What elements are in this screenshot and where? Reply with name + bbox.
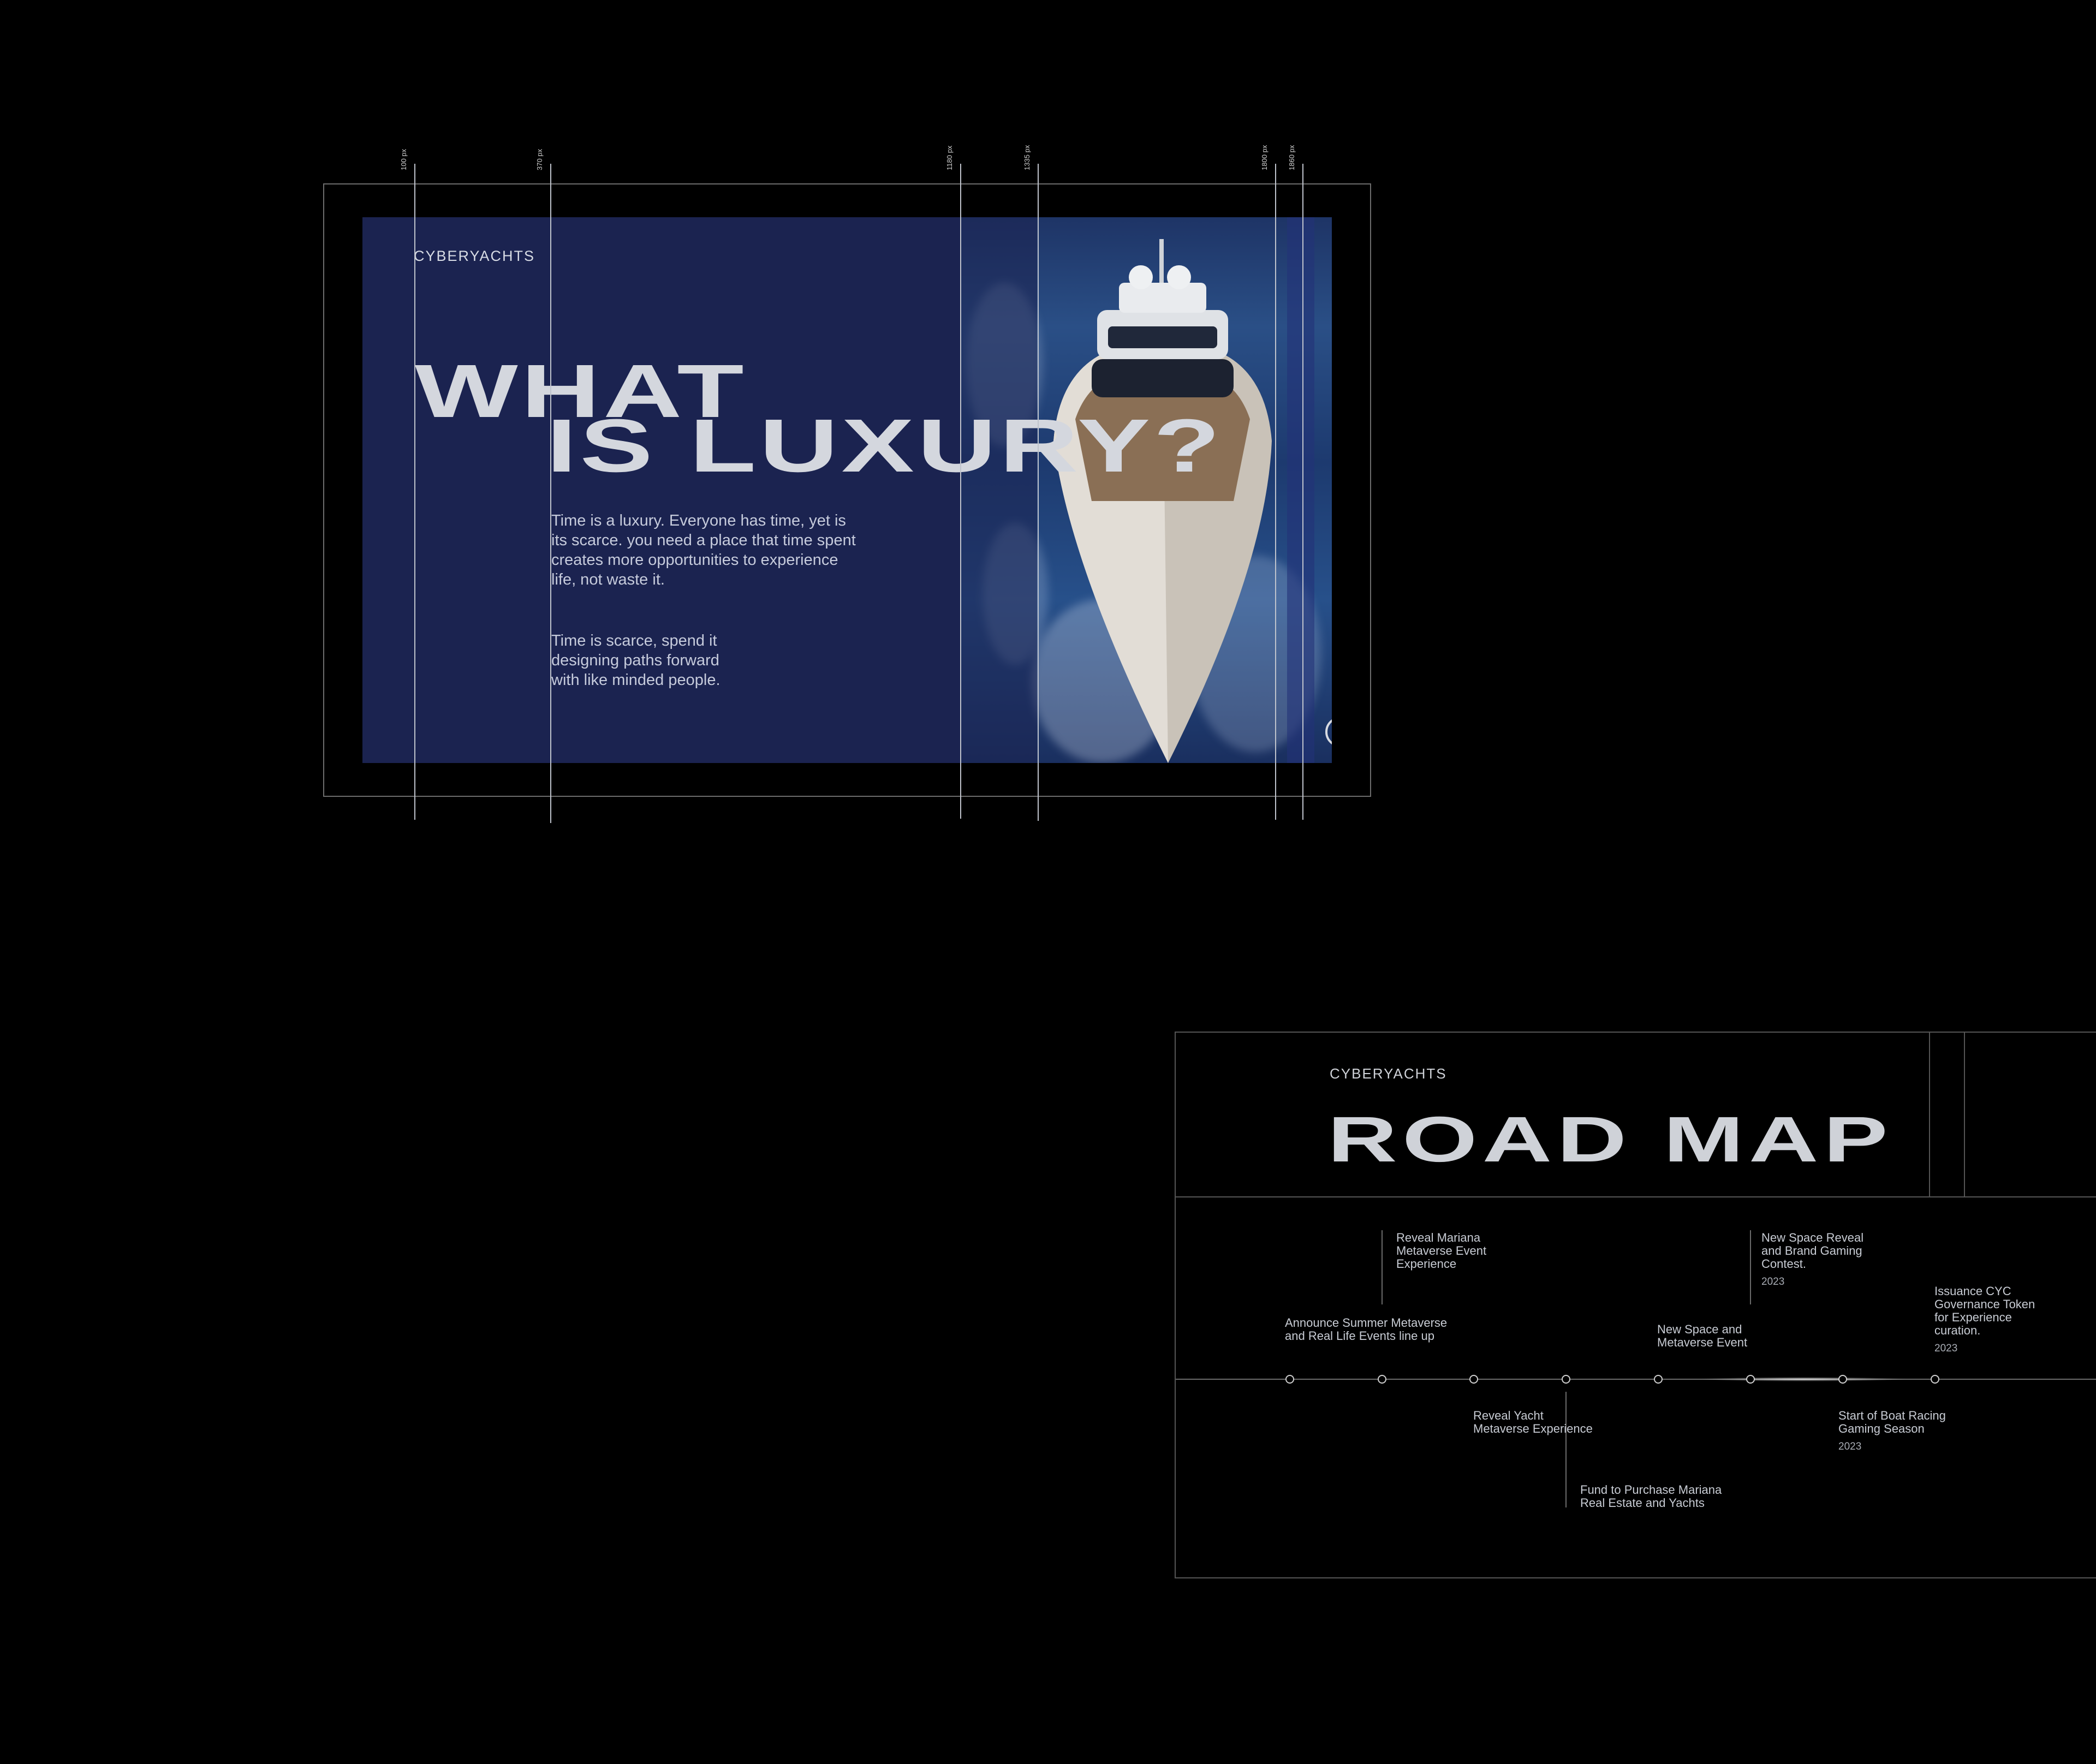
headline-what: WHAT <box>415 349 747 433</box>
guide-line-1860 <box>1302 164 1303 820</box>
timeline-dot-8 <box>1931 1375 1939 1384</box>
guide-label-370: 370 px <box>535 148 544 170</box>
guide-label-1800: 1800 px <box>1260 145 1269 170</box>
body-paragraph-1: Time is a luxury. Everyone has time, yet… <box>551 512 856 588</box>
guide-line-100 <box>414 164 415 820</box>
timeline-dot-3 <box>1469 1375 1478 1384</box>
milestone-8-year: 2023 <box>1934 1343 1958 1354</box>
luxury-slide: CYBERYACHTS WHAT IS LUXURY? Time is a lu… <box>362 217 1332 763</box>
body-paragraph-2: Time is scarce, spend it designing paths… <box>551 632 720 689</box>
milestone-6-year: 2023 <box>1761 1276 1785 1288</box>
guide-label-1335: 1335 px <box>1023 145 1031 170</box>
header-rule-left <box>1929 1033 1930 1196</box>
roadmap-slide: CYBERYACHTS ROAD MAP Announce Summer Met… <box>1175 1032 2096 1578</box>
milestone-6: New Space Reveal and Brand Gaming Contes… <box>1761 1231 1864 1271</box>
timeline-dot-6 <box>1746 1375 1755 1384</box>
milestone-8: Issuance CYC Governance Token for Experi… <box>1934 1284 2035 1337</box>
guide-line-1180 <box>960 164 961 819</box>
header-rule-right <box>1964 1033 1965 1196</box>
roadmap-title: ROAD MAP <box>1327 1104 1893 1176</box>
connector-6 <box>1750 1230 1751 1304</box>
milestone-7: Start of Boat Racing Gaming Season <box>1838 1409 1946 1435</box>
yacht-photo <box>961 217 1332 763</box>
headline-luxury: IS LUXURY? <box>546 404 1224 488</box>
timeline-dot-1 <box>1285 1375 1294 1384</box>
connector-4 <box>1565 1392 1567 1507</box>
slide-frame-outline <box>323 183 1371 797</box>
yacht-illustration <box>1053 239 1272 763</box>
timeline-axis <box>1176 1379 2096 1380</box>
timeline-dot-2 <box>1378 1375 1386 1384</box>
guide-label-100: 100 px <box>400 148 408 170</box>
milestone-2: Reveal Mariana Metaverse Event Experienc… <box>1396 1231 1487 1271</box>
guide-line-1335 <box>1038 164 1039 821</box>
guide-line-1800 <box>1275 164 1276 820</box>
milestone-1: Announce Summer Metaverse and Real Life … <box>1285 1316 1448 1343</box>
timeline-dot-5 <box>1654 1375 1663 1384</box>
guide-label-1180: 1180 px <box>945 145 954 170</box>
milestone-4: Fund to Purchase Mariana Real Estate and… <box>1580 1483 1722 1510</box>
brand-logo: CYBERYACHTS <box>1330 1065 1447 1082</box>
milestone-5: New Space and Metaverse Event <box>1657 1322 1748 1349</box>
milestone-3: Reveal Yacht Metaverse Experience <box>1473 1409 1593 1435</box>
header-divider <box>1176 1196 2096 1197</box>
timeline-dot-7 <box>1838 1375 1847 1384</box>
connector-2 <box>1382 1230 1383 1304</box>
brand-logo: CYBERYACHTS <box>414 248 535 264</box>
timeline-glow <box>1700 1377 1907 1381</box>
guide-line-370 <box>550 164 551 823</box>
guide-label-1860: 1860 px <box>1288 145 1296 170</box>
timeline-dot-4 <box>1562 1375 1570 1384</box>
milestone-7-year: 2023 <box>1838 1441 1862 1452</box>
